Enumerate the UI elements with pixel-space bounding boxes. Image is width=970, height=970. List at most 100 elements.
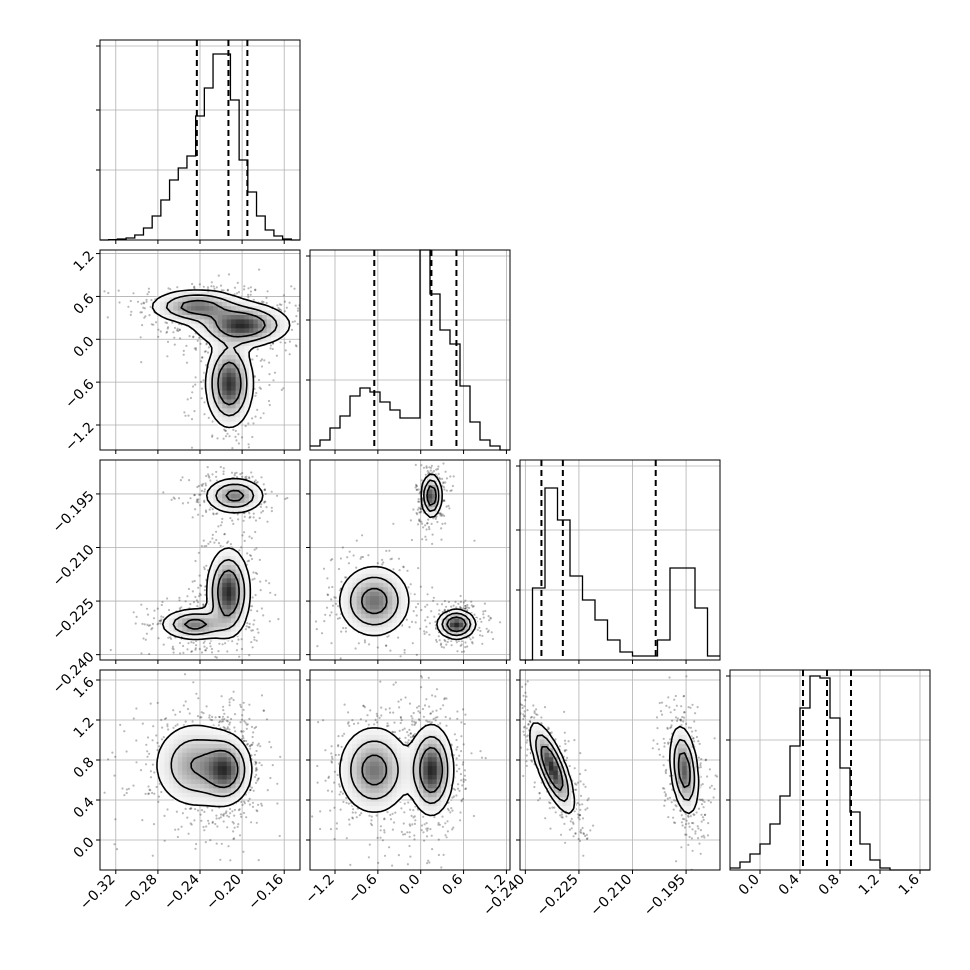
scatter-point: [357, 642, 360, 645]
scatter-point: [171, 645, 175, 648]
scatter-point: [218, 715, 221, 719]
scatter-point: [125, 750, 128, 753]
scatter-point: [151, 622, 155, 626]
scatter-point: [152, 323, 155, 326]
scatter-point: [216, 874, 218, 876]
density-cell: [204, 323, 210, 329]
scatter-point: [253, 753, 256, 756]
density-cell: [195, 323, 201, 329]
density-cell: [226, 622, 232, 628]
scatter-point: [187, 832, 190, 835]
scatter-point: [145, 743, 148, 746]
scatter-point: [251, 743, 254, 746]
density-cell: [383, 608, 389, 614]
scatter-point: [249, 788, 252, 792]
scatter-point: [250, 786, 253, 789]
scatter-point: [211, 473, 214, 476]
density-cell: [208, 626, 214, 632]
scatter-point: [215, 475, 218, 478]
density-cell: [387, 591, 393, 597]
scatter-point: [459, 606, 462, 610]
density-cell: [186, 635, 192, 641]
density-cell: [235, 318, 241, 324]
scatter-point: [258, 761, 261, 765]
scatter-point: [215, 538, 218, 542]
density-cell: [182, 617, 188, 623]
density-cell: [208, 787, 214, 793]
scatter-point: [260, 607, 263, 610]
density-cell: [208, 301, 214, 307]
scatter-point: [255, 749, 258, 753]
scatter-point: [376, 562, 379, 565]
density-cell: [222, 292, 228, 298]
density-cell: [244, 403, 250, 409]
scatter-point: [218, 716, 221, 719]
scatter-point: [424, 605, 427, 608]
density-cell: [222, 327, 228, 333]
density-cell: [387, 600, 393, 605]
density-cell: [427, 493, 433, 499]
density-cell: [217, 416, 223, 422]
density-cell: [231, 305, 237, 311]
density-cell: [231, 403, 237, 409]
density-cell: [213, 577, 219, 583]
density-cell: [280, 314, 285, 320]
scatter-point: [201, 603, 205, 606]
scatter-point: [145, 298, 148, 301]
scatter-point: [244, 476, 247, 479]
density-cell: [356, 582, 362, 588]
scatter-point: [228, 698, 231, 701]
density-cell: [387, 595, 393, 601]
density-cell: [248, 376, 254, 382]
panel-frame: [309, 459, 511, 661]
density-cell: [361, 595, 367, 601]
scatter-point: [325, 606, 329, 609]
scatter-point: [200, 716, 203, 719]
density-cell: [208, 488, 214, 494]
density-cell: [231, 350, 237, 355]
density-cell: [244, 354, 250, 360]
density-cell: [248, 394, 254, 400]
scatter-point: [376, 646, 379, 649]
scatter-point: [349, 302, 351, 304]
scatter-point: [247, 800, 250, 803]
density-cell: [164, 310, 170, 315]
scatter-point: [203, 568, 206, 571]
density-cell: [401, 591, 407, 597]
scatter-point: [422, 466, 426, 469]
density-cell: [240, 301, 245, 307]
density-cell: [244, 582, 250, 588]
scatter-point: [416, 523, 420, 526]
scatter-point: [226, 541, 229, 545]
density-cell: [392, 613, 398, 619]
scatter-point: [414, 486, 417, 489]
density-cell: [244, 783, 250, 789]
scatter-point: [425, 538, 428, 541]
scatter-point: [150, 298, 153, 302]
scatter-point: [249, 286, 252, 289]
scatter-point: [432, 596, 435, 599]
density-cell: [365, 573, 371, 579]
scatter-point: [436, 603, 439, 606]
density-cell: [383, 613, 389, 619]
scatter-point: [219, 816, 222, 819]
scatter-point: [224, 811, 228, 815]
scatter-point: [256, 610, 259, 613]
density-cell: [173, 756, 179, 762]
density-cell: [280, 318, 285, 324]
density-cell: [226, 765, 232, 771]
scatter-point: [251, 417, 254, 420]
scatter-point: [209, 718, 212, 721]
density-cell: [226, 573, 232, 579]
density-cell: [235, 305, 241, 311]
density-cell: [231, 577, 237, 583]
density-cell: [240, 497, 245, 503]
scatter-point: [254, 479, 257, 482]
scatter-point: [232, 822, 235, 825]
scatter-point: [179, 479, 182, 482]
histogram-panel-1: [306, 249, 511, 454]
scatter-point: [251, 673, 253, 675]
scatter-point: [255, 768, 258, 771]
scatter-point: [178, 328, 181, 331]
density-cell: [235, 555, 241, 561]
